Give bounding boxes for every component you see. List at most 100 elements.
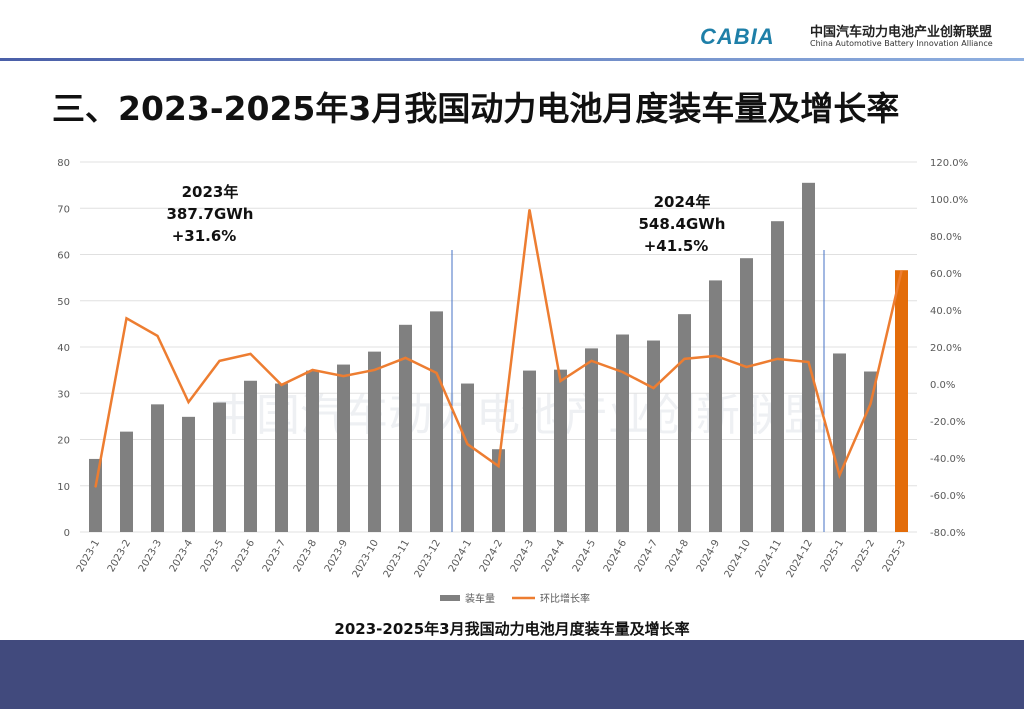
x-tick-label: 2025-2 <box>850 538 877 574</box>
x-tick-label: 2024-1 <box>447 538 474 574</box>
x-tick-label: 2023-5 <box>199 538 226 574</box>
bar <box>895 270 908 532</box>
line-point <box>405 357 406 359</box>
x-tick-label: 2023-11 <box>382 538 412 580</box>
bar <box>523 370 536 532</box>
line-point <box>839 474 840 476</box>
y2-tick-label: 60.0% <box>930 269 962 280</box>
line-point <box>653 387 654 389</box>
y-tick-label: 80 <box>57 158 70 169</box>
logo-mark: CABIA <box>700 24 775 49</box>
x-tick-label: 2024-4 <box>540 538 567 574</box>
y-tick-label: 20 <box>57 436 70 447</box>
x-tick-label: 2023-4 <box>168 538 195 574</box>
x-tick-label: 2024-8 <box>664 538 691 574</box>
x-tick-label: 2023-7 <box>261 538 288 574</box>
line-point <box>498 465 499 467</box>
y2-tick-label: 100.0% <box>930 195 968 206</box>
line-point <box>591 360 592 362</box>
chart-caption: 2023-2025年3月我国动力电池月度装车量及增长率 <box>334 620 690 638</box>
x-tick-label: 2023-10 <box>351 538 381 580</box>
line-point <box>808 361 809 363</box>
y2-tick-label: 0.0% <box>930 380 955 391</box>
x-tick-label: 2023-1 <box>75 538 102 574</box>
bar <box>833 353 846 532</box>
annotation-year: 2023年 <box>182 183 239 201</box>
line-point <box>188 401 189 403</box>
x-tick-label: 2024-2 <box>478 538 505 574</box>
line-point <box>529 209 530 211</box>
line-point <box>901 270 902 272</box>
bar <box>151 404 164 532</box>
line-point <box>467 443 468 445</box>
bar <box>678 314 691 532</box>
y-tick-label: 10 <box>57 482 70 493</box>
x-tick-label: 2024-10 <box>723 538 753 580</box>
y-tick-label: 0 <box>64 528 70 539</box>
bar <box>554 369 567 532</box>
bar <box>120 431 133 532</box>
x-tick-label: 2024-3 <box>509 538 536 574</box>
x-tick-label: 2023-6 <box>230 538 257 574</box>
line-point <box>374 369 375 371</box>
x-tick-label: 2023-3 <box>137 538 164 574</box>
y-tick-label: 50 <box>57 297 70 308</box>
legend-bar-swatch <box>440 595 460 601</box>
x-tick-label: 2024-7 <box>633 538 660 574</box>
y2-tick-label: -80.0% <box>930 528 965 539</box>
x-tick-label: 2023-12 <box>413 538 443 580</box>
cabia-logo: CABIA 中国汽车动力电池产业创新联盟 China Automotive Ba… <box>700 18 1020 52</box>
line-point <box>777 358 778 360</box>
page-title: 三、2023-2025年3月我国动力电池月度装车量及增长率 <box>52 89 900 128</box>
line-point <box>560 380 561 382</box>
y2-tick-label: -20.0% <box>930 417 965 428</box>
bar <box>616 334 629 532</box>
line-point <box>343 375 344 377</box>
annotation-total: 548.4GWh <box>639 215 726 233</box>
legend-bar-label: 装车量 <box>465 592 495 605</box>
bar <box>740 258 753 532</box>
bar <box>244 380 257 532</box>
bar <box>89 458 102 532</box>
bar <box>399 324 412 532</box>
y-tick-label: 60 <box>57 251 70 262</box>
line-point <box>622 371 623 373</box>
x-tick-label: 2023-2 <box>106 538 133 574</box>
y2-tick-label: 120.0% <box>930 158 968 169</box>
bar <box>864 371 877 532</box>
bar <box>430 311 443 532</box>
legend-line-label: 环比增长率 <box>540 592 590 605</box>
y2-tick-label: 40.0% <box>930 306 962 317</box>
x-tick-label: 2025-3 <box>881 538 908 574</box>
bar <box>368 351 381 532</box>
y2-tick-label: -60.0% <box>930 491 965 502</box>
line-point <box>436 372 437 374</box>
y2-tick-label: 80.0% <box>930 232 962 243</box>
annotation-year: 2024年 <box>654 193 711 211</box>
y2-tick-label: 20.0% <box>930 343 962 354</box>
bar <box>802 182 815 532</box>
line-point <box>715 355 716 357</box>
line-point <box>281 384 282 386</box>
line-point <box>684 358 685 360</box>
x-tick-label: 2024-6 <box>602 538 629 574</box>
org-name-cn: 中国汽车动力电池产业创新联盟 <box>810 25 993 40</box>
annotation-growth: +41.5% <box>644 237 709 255</box>
line-point <box>250 353 251 355</box>
chart: 中国汽车动力电池产业创新联盟 0 10 20 30 40 50 60 70 80 -80.0% -60… <box>57 158 968 605</box>
bar <box>771 221 784 532</box>
x-tick-label: 2023-9 <box>323 538 350 574</box>
line-point <box>95 486 96 488</box>
watermark: 中国汽车动力电池产业创新联盟 <box>212 390 828 441</box>
bar <box>275 383 288 532</box>
y-tick-label: 40 <box>57 343 70 354</box>
header-divider <box>0 58 1024 61</box>
bar <box>709 280 722 532</box>
y-tick-label: 30 <box>57 389 70 400</box>
line-point <box>312 369 313 371</box>
x-tick-label: 2024-11 <box>754 538 784 580</box>
org-name-en: China Automotive Battery Innovation Alli… <box>810 39 993 48</box>
x-tick-label: 2023-8 <box>292 538 319 574</box>
bar <box>182 416 195 532</box>
footer-band <box>0 640 1024 709</box>
